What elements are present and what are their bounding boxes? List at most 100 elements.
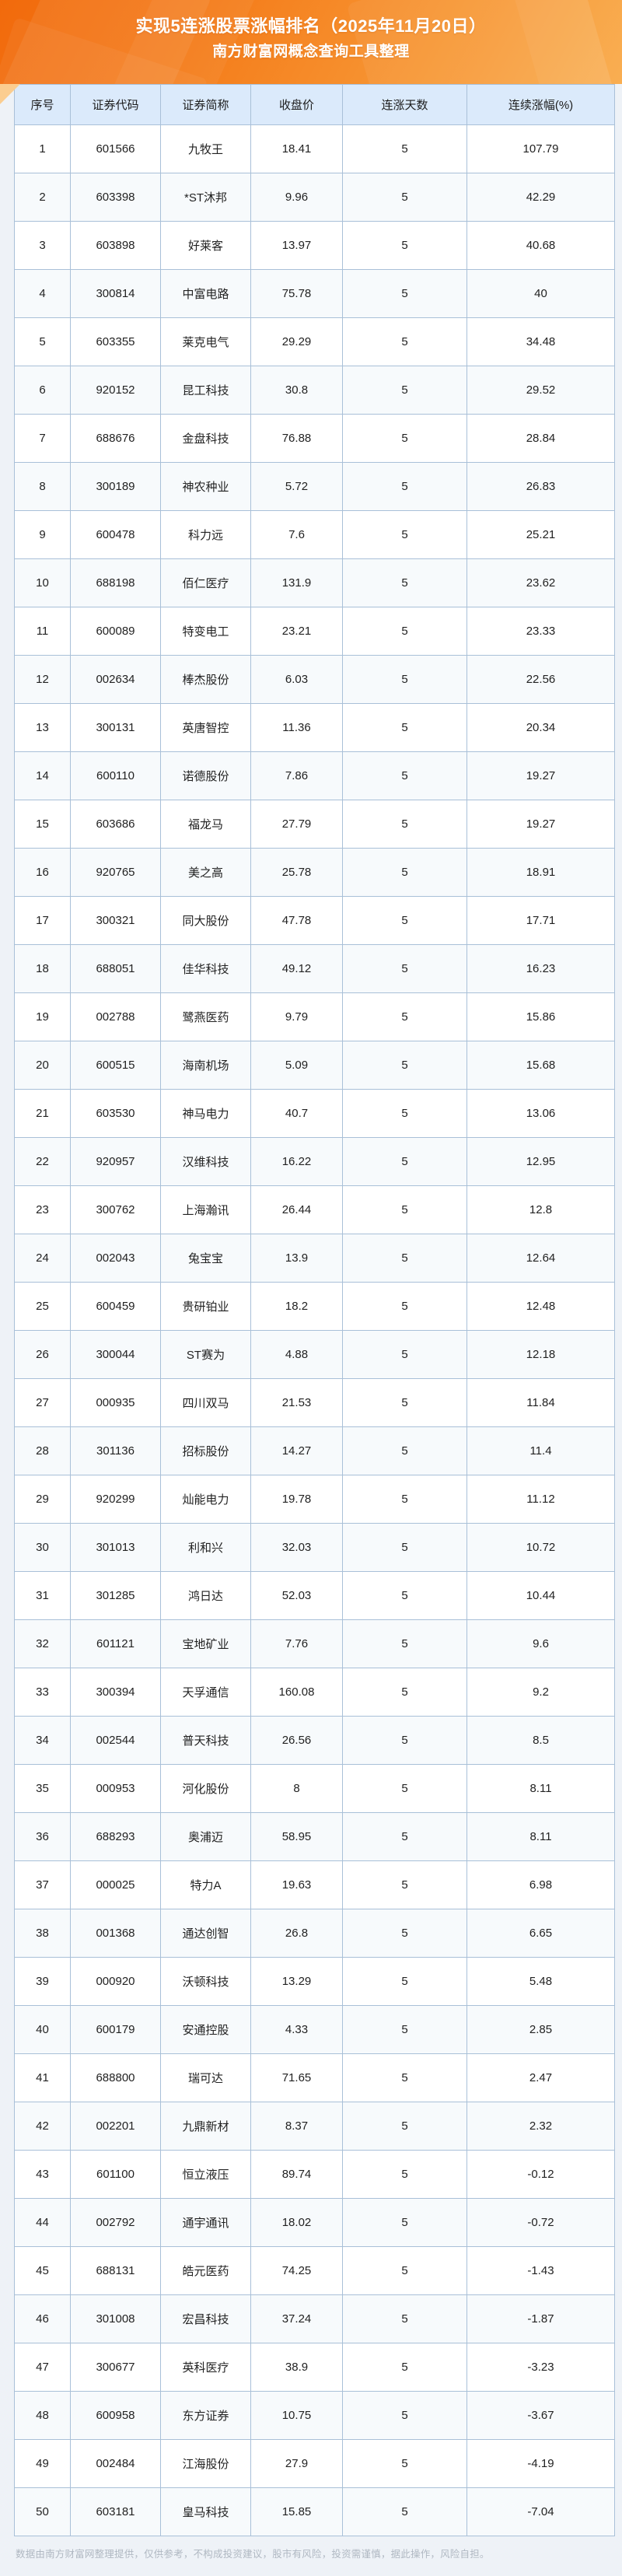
cell-index: 50 [14, 2487, 71, 2536]
cell-up-days: 5 [342, 751, 467, 800]
table-container: 序号 证券代码 证券简称 收盘价 连涨天数 连续涨幅(%) 1 601566 九牧王… [0, 84, 622, 2536]
cell-security-code: 688051 [70, 944, 161, 993]
table-head: 序号 证券代码 证券简称 收盘价 连涨天数 连续涨幅(%) [14, 84, 615, 125]
cell-total-gain: 15.68 [466, 1041, 615, 1090]
table-row: 46 301008 宏昌科技 37.24 5 -1.87 [14, 2294, 615, 2343]
cell-security-short-name: 特变电工 [160, 607, 251, 656]
cell-close-price: 58.95 [250, 1812, 343, 1861]
cell-up-days: 5 [342, 1426, 467, 1475]
cell-total-gain: -0.72 [466, 2198, 615, 2247]
cell-security-short-name: 海南机场 [160, 1041, 251, 1090]
cell-security-short-name: 九鼎新材 [160, 2102, 251, 2151]
table-row: 13 300131 英唐智控 11.36 5 20.34 [14, 703, 615, 752]
cell-close-price: 19.78 [250, 1475, 343, 1524]
cell-up-days: 5 [342, 2343, 467, 2392]
cell-close-price: 89.74 [250, 2150, 343, 2199]
cell-up-days: 5 [342, 1475, 467, 1524]
cell-security-code: 301008 [70, 2294, 161, 2343]
cell-total-gain: 8.11 [466, 1812, 615, 1861]
cell-total-gain: 8.11 [466, 1764, 615, 1813]
cell-index: 22 [14, 1137, 71, 1186]
cell-close-price: 26.44 [250, 1185, 343, 1234]
cell-close-price: 15.85 [250, 2487, 343, 2536]
cell-total-gain: 12.48 [466, 1282, 615, 1331]
cell-close-price: 19.63 [250, 1860, 343, 1909]
cell-total-gain: 12.64 [466, 1234, 615, 1283]
cell-close-price: 27.9 [250, 2439, 343, 2488]
cell-close-price: 29.29 [250, 317, 343, 366]
cell-index: 32 [14, 1619, 71, 1668]
cell-up-days: 5 [342, 2005, 467, 2054]
table-row: 47 300677 英科医疗 38.9 5 -3.23 [14, 2343, 615, 2392]
cell-security-short-name: 贵研铂业 [160, 1282, 251, 1331]
cell-security-short-name: 科力远 [160, 510, 251, 559]
table-row: 11 600089 特变电工 23.21 5 23.33 [14, 607, 615, 656]
page-subtitle: 南方财富网概念查询工具整理 [212, 44, 410, 60]
cell-close-price: 18.2 [250, 1282, 343, 1331]
cell-security-short-name: 灿能电力 [160, 1475, 251, 1524]
cell-security-code: 603898 [70, 221, 161, 270]
column-header-short-name: 证券简称 [160, 84, 251, 125]
cell-total-gain: 15.86 [466, 992, 615, 1041]
cell-security-code: 920765 [70, 848, 161, 897]
cell-index: 12 [14, 655, 71, 704]
cell-index: 25 [14, 1282, 71, 1331]
cell-up-days: 5 [342, 2150, 467, 2199]
table-body: 1 601566 九牧王 18.41 5 107.79 2 603398 *ST沐邦 9.96 5 4… [14, 124, 615, 2536]
cell-index: 4 [14, 269, 71, 318]
cell-up-days: 5 [342, 1330, 467, 1379]
cell-total-gain: 10.44 [466, 1571, 615, 1620]
cell-security-code: 688293 [70, 1812, 161, 1861]
cell-index: 28 [14, 1426, 71, 1475]
cell-close-price: 26.56 [250, 1716, 343, 1765]
cell-security-code: 300677 [70, 2343, 161, 2392]
cell-up-days: 5 [342, 992, 467, 1041]
cell-security-code: 000025 [70, 1860, 161, 1909]
table-row: 35 000953 河化股份 8 5 8.11 [14, 1764, 615, 1813]
cell-index: 29 [14, 1475, 71, 1524]
cell-security-short-name: 中富电路 [160, 269, 251, 318]
cell-security-short-name: 佰仁医疗 [160, 558, 251, 607]
cell-security-code: 603398 [70, 173, 161, 222]
cell-up-days: 5 [342, 558, 467, 607]
cell-up-days: 5 [342, 800, 467, 849]
cell-index: 6 [14, 366, 71, 415]
cell-security-code: 300394 [70, 1668, 161, 1717]
cell-close-price: 7.6 [250, 510, 343, 559]
table-row: 15 603686 福龙马 27.79 5 19.27 [14, 800, 615, 849]
cell-security-code: 600515 [70, 1041, 161, 1090]
table-row: 23 300762 上海瀚讯 26.44 5 12.8 [14, 1185, 615, 1234]
table-row: 8 300189 神农种业 5.72 5 26.83 [14, 462, 615, 511]
cell-index: 47 [14, 2343, 71, 2392]
footer-disclaimer: 数据由南方财富网整理提供，仅供参考，不构成投资建议，股市有风险，投资需谨慎，据此… [16, 2549, 490, 2560]
cell-index: 48 [14, 2391, 71, 2440]
cell-security-code: 601121 [70, 1619, 161, 1668]
cell-up-days: 5 [342, 2391, 467, 2440]
cell-up-days: 5 [342, 1185, 467, 1234]
cell-security-code: 603686 [70, 800, 161, 849]
table-row: 18 688051 佳华科技 49.12 5 16.23 [14, 944, 615, 993]
cell-total-gain: 29.52 [466, 366, 615, 415]
table-row: 9 600478 科力远 7.6 5 25.21 [14, 510, 615, 559]
cell-security-short-name: 九牧王 [160, 124, 251, 173]
stock-ranking-table: 序号 证券代码 证券简称 收盘价 连涨天数 连续涨幅(%) 1 601566 九牧王… [14, 84, 615, 2536]
cell-up-days: 5 [342, 2246, 467, 2295]
cell-index: 44 [14, 2198, 71, 2247]
cell-up-days: 5 [342, 1619, 467, 1668]
cell-total-gain: -0.12 [466, 2150, 615, 2199]
cell-index: 17 [14, 896, 71, 945]
cell-security-code: 600478 [70, 510, 161, 559]
cell-security-code: 600110 [70, 751, 161, 800]
cell-security-code: 300131 [70, 703, 161, 752]
cell-index: 24 [14, 1234, 71, 1283]
cell-index: 41 [14, 2053, 71, 2102]
cell-index: 39 [14, 1957, 71, 2006]
cell-index: 23 [14, 1185, 71, 1234]
column-header-code: 证券代码 [70, 84, 161, 125]
cell-up-days: 5 [342, 2439, 467, 2488]
cell-up-days: 5 [342, 173, 467, 222]
cell-close-price: 76.88 [250, 414, 343, 463]
cell-security-short-name: 英科医疗 [160, 2343, 251, 2392]
cell-index: 27 [14, 1378, 71, 1427]
cell-up-days: 5 [342, 896, 467, 945]
